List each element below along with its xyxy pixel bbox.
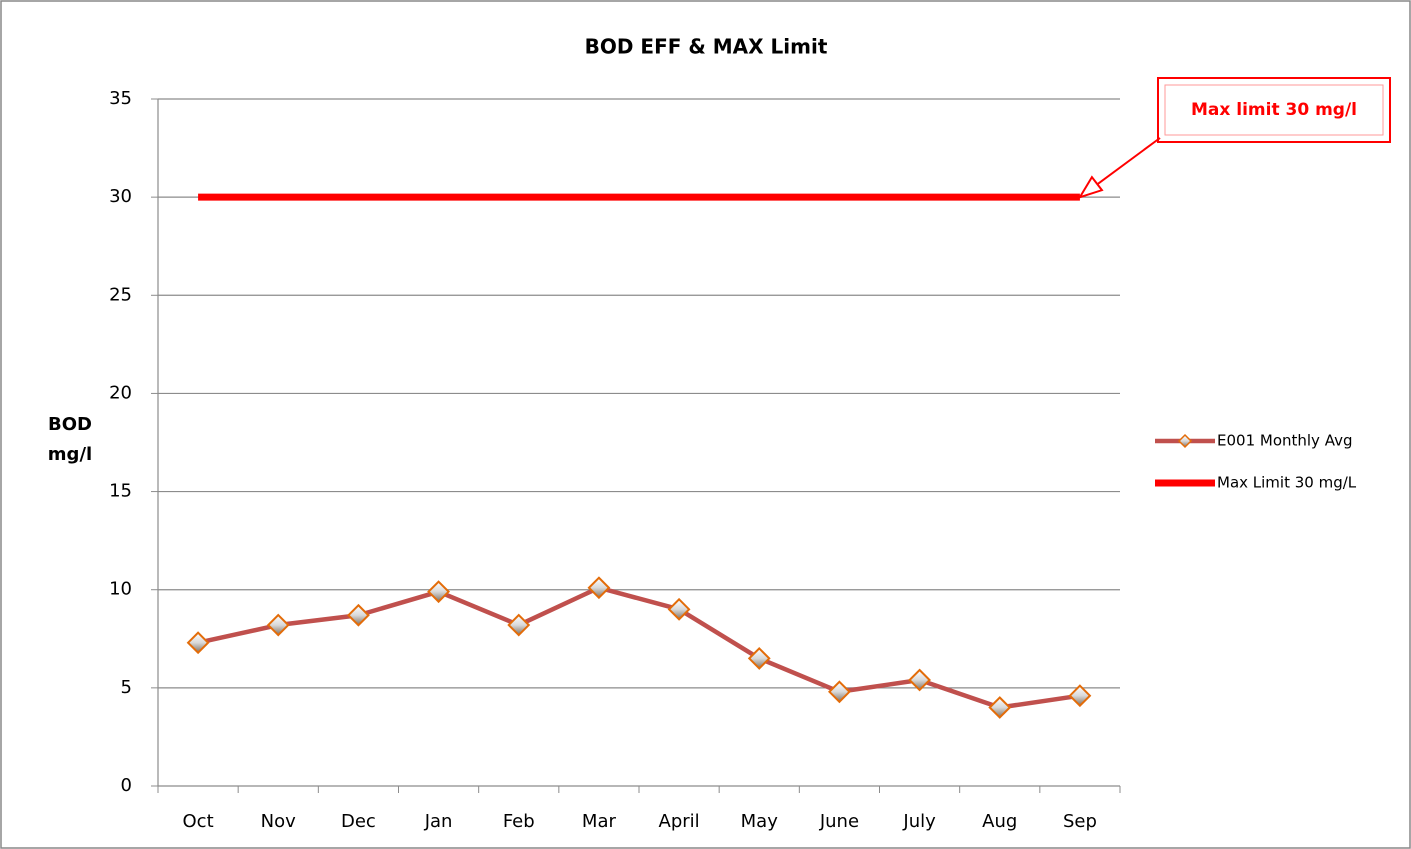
- legend-label: E001 Monthly Avg: [1217, 432, 1352, 450]
- marker: [828, 680, 851, 704]
- marker: [266, 613, 290, 637]
- marker: [747, 646, 771, 670]
- x-tick-label: Aug: [982, 811, 1017, 832]
- x-tick-label: Jan: [424, 811, 453, 832]
- y-tick-label: 10: [109, 579, 132, 600]
- marker: [1068, 684, 1092, 708]
- marker: [507, 613, 531, 637]
- chart-title: BOD EFF & MAX Limit: [585, 35, 828, 59]
- x-tick-label: May: [741, 811, 779, 832]
- x-tick-label: Feb: [503, 811, 535, 832]
- marker: [908, 668, 931, 692]
- y-axis-label: BOD mg/l: [47, 414, 93, 465]
- marker: [427, 580, 450, 604]
- x-tick-label: Nov: [261, 811, 296, 832]
- x-tick-label: Dec: [341, 811, 376, 832]
- marker: [347, 603, 370, 627]
- annotation-arrowhead: [1077, 175, 1104, 199]
- marker: [667, 597, 691, 621]
- series-line: [197, 585, 1081, 710]
- y-tick-label: 20: [109, 382, 132, 403]
- legend-label: Max Limit 30 mg/L: [1217, 474, 1357, 492]
- x-tick-label: April: [659, 811, 700, 832]
- marker: [587, 576, 611, 600]
- y-tick-label: 30: [109, 186, 132, 207]
- annotation-inner: [1164, 84, 1384, 136]
- marker: [988, 696, 1012, 719]
- x-tick-label: Sep: [1063, 811, 1097, 832]
- y-tick-label: 0: [121, 775, 132, 796]
- y-tick-label: 5: [121, 677, 132, 698]
- y-tick-label: 15: [109, 481, 132, 502]
- x-tick-label: Oct: [183, 811, 214, 832]
- y-tick-label: 35: [109, 88, 132, 109]
- y-tick-label: 25: [109, 284, 132, 305]
- x-tick-label: July: [902, 811, 936, 832]
- annotation-text: Max limit 30 mg/l: [1191, 100, 1357, 120]
- marker: [186, 631, 210, 655]
- legend-marker: [1177, 433, 1193, 449]
- annotation-box: [1157, 77, 1391, 143]
- x-tick-label: June: [819, 811, 859, 832]
- x-tick-label: Mar: [582, 811, 617, 832]
